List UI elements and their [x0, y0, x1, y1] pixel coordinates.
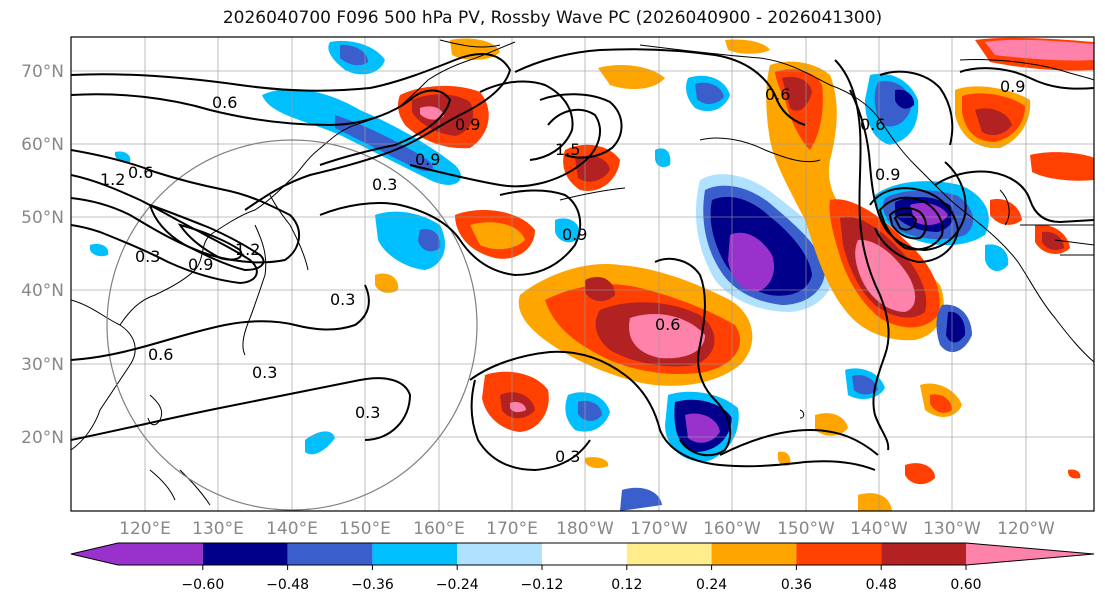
lon-label: 130°E [192, 519, 244, 539]
map-frame [70, 36, 1095, 512]
lat-label: 70°N [21, 62, 64, 82]
lon-label: 170°E [486, 519, 538, 539]
colorbar-tick-label: 0.36 [781, 577, 812, 593]
longitude-labels: 120°E 130°E 140°E 150°E 160°E 170°E 180°… [119, 519, 1055, 539]
contour-label: 0.3 [252, 363, 277, 382]
colorbar-tick-label: 0.12 [611, 577, 642, 593]
map-area: 0.6 0.6 1.2 0.3 0.3 0.9 0.3 0.6 0.3 0.3 … [71, 37, 1094, 511]
contour-label: 0.3 [355, 403, 380, 422]
colorbar-extend-max [966, 543, 1094, 565]
colorbar-tick-label: 0.60 [950, 577, 981, 593]
colorbar-ticks [202, 565, 967, 570]
contour-label: 0.3 [135, 247, 160, 266]
radius-circle [106, 139, 478, 511]
contour-label: 0.6 [655, 315, 680, 334]
colorbar-segment [796, 543, 882, 565]
contour-label: 0.3 [372, 175, 397, 194]
colorbar-segment [881, 543, 966, 565]
lon-label: 150°E [339, 519, 391, 539]
colorbar-tick-label: −0.60 [181, 577, 224, 593]
colorbar-segment [287, 543, 373, 565]
lat-label: 30°N [21, 355, 64, 375]
contour-label: 0.9 [1000, 77, 1025, 96]
contour-labels: 0.6 0.6 1.2 0.3 0.3 0.9 0.3 0.6 0.3 0.3 … [100, 77, 1025, 466]
map-title: 2026040700 F096 500 hPa PV, Rossby Wave … [222, 8, 883, 28]
lat-label: 50°N [21, 208, 64, 228]
colorbar-segment [711, 543, 797, 565]
colorbar-segment [626, 543, 712, 565]
colorbar-tick-labels: −0.60 −0.48 −0.36 −0.24 −0.12 0.12 0.24 … [181, 577, 981, 593]
colorbar-tick-label: 0.24 [696, 577, 727, 593]
colorbar-segment [202, 543, 288, 565]
latitude-labels: 70°N 60°N 50°N 40°N 30°N 20°N [21, 62, 64, 448]
colorbar-segment [372, 543, 458, 565]
colorbar-extend-min [71, 543, 118, 565]
lon-label: 120°W [997, 519, 1055, 539]
contour-label: 0.9 [415, 150, 440, 169]
colorbar-tick-label: −0.24 [436, 577, 479, 593]
lat-label: 60°N [21, 135, 64, 155]
colorbar-segment [542, 543, 627, 565]
lon-label: 160°E [413, 519, 465, 539]
lon-label: 170°W [630, 519, 688, 539]
colorbar-tick-label: −0.12 [521, 577, 564, 593]
contour-label: 0.6 [148, 345, 173, 364]
lon-label: 140°E [266, 519, 318, 539]
lon-label: 180°W [556, 519, 614, 539]
contour-label: 0.9 [875, 165, 900, 184]
contour-label: 0.3 [555, 447, 580, 466]
lat-label: 40°N [21, 281, 64, 301]
colorbar-segment [118, 543, 203, 565]
contour-label: 1.2 [235, 240, 260, 259]
pv-anomaly-shading [90, 37, 1094, 511]
contour-label: 0.6 [765, 85, 790, 104]
colorbar-outline [70, 542, 1095, 566]
lon-label: 160°W [703, 519, 761, 539]
contour-label: 0.6 [860, 115, 885, 134]
lat-label: 20°N [21, 428, 64, 448]
lon-label: 120°E [119, 519, 171, 539]
colorbar-tick-label: −0.36 [351, 577, 394, 593]
colorbar-segment [457, 543, 542, 565]
pv-contours [71, 48, 1094, 472]
contour-label: 0.9 [455, 115, 480, 134]
contour-label: 1.5 [555, 140, 580, 159]
contour-label: 0.6 [212, 93, 237, 112]
lon-label: 150°W [777, 519, 835, 539]
lon-label: 130°W [923, 519, 981, 539]
contour-label: 0.9 [188, 255, 213, 274]
colorbar-tick-label: 0.48 [866, 577, 897, 593]
contour-label: 0.6 [128, 163, 153, 182]
lon-label: 140°W [850, 519, 908, 539]
contour-label: 1.2 [100, 170, 125, 189]
colorbar: −0.60 −0.48 −0.36 −0.24 −0.12 0.12 0.24 … [70, 542, 1095, 593]
colorbar-tick-label: −0.48 [266, 577, 309, 593]
contour-label: 0.9 [562, 225, 587, 244]
contour-label: 0.3 [330, 290, 355, 309]
